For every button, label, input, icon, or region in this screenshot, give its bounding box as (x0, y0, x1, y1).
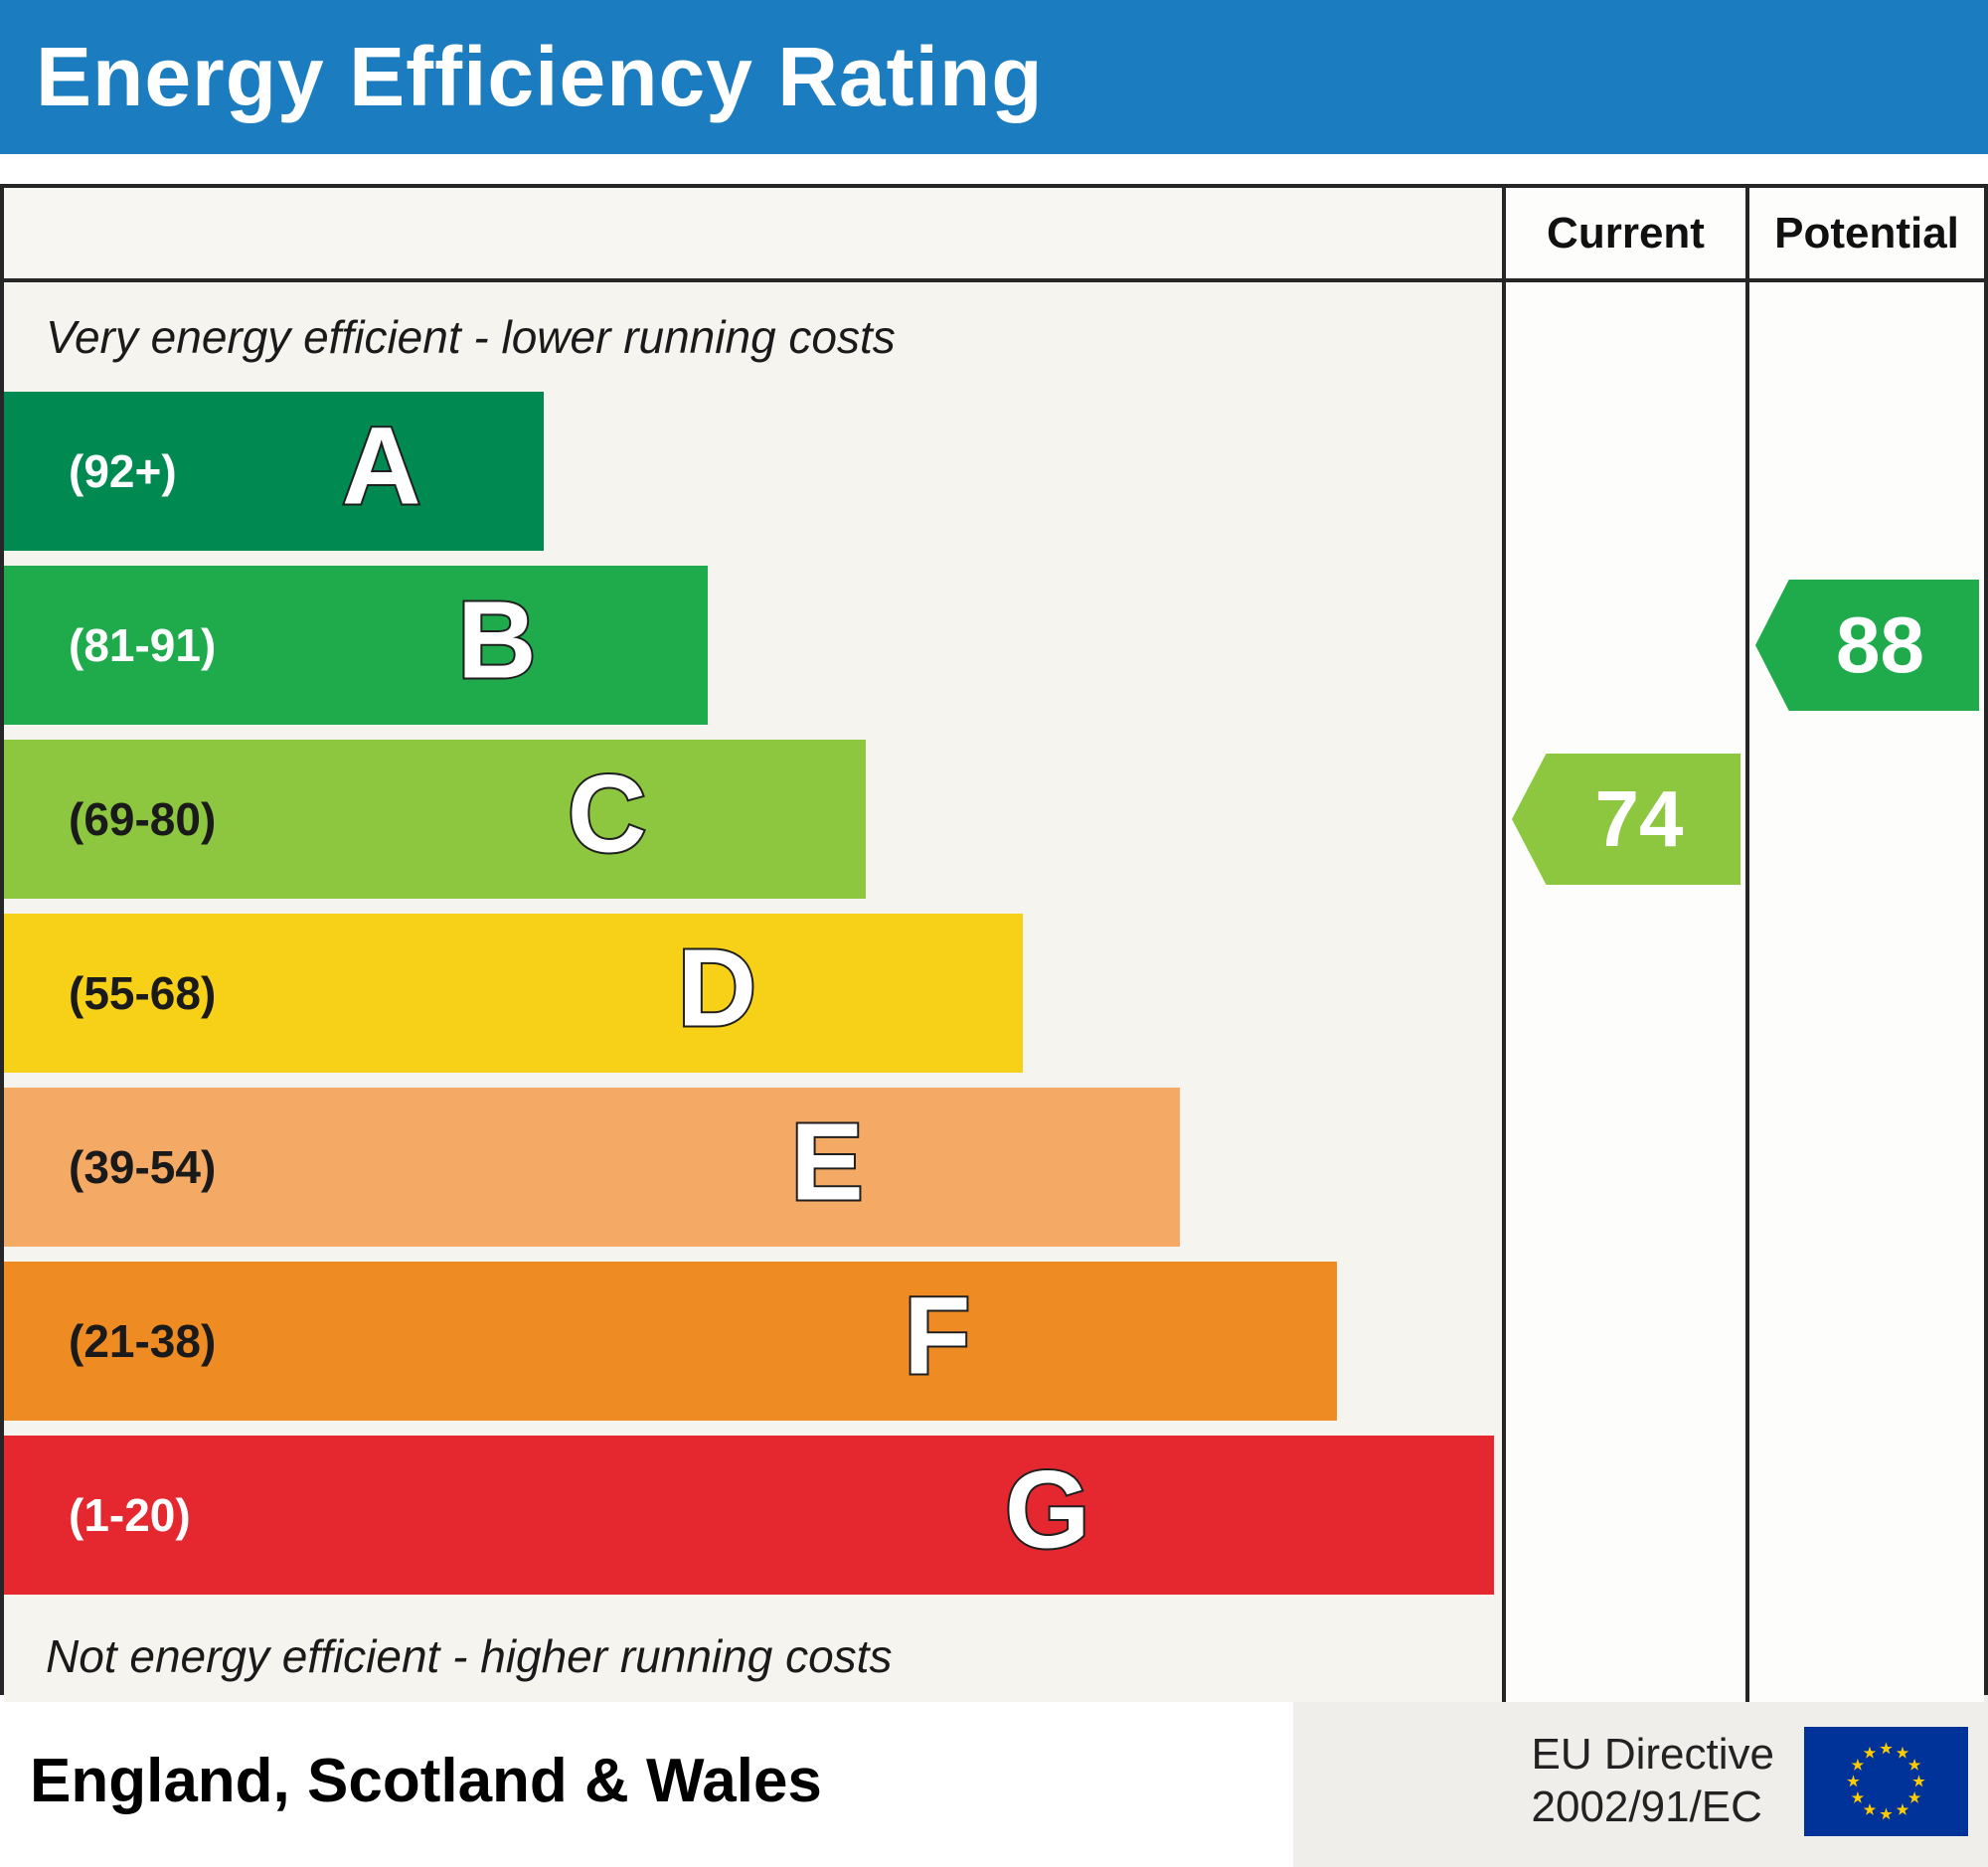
band-letter: G (1003, 1448, 1092, 1572)
band-letter: D (676, 927, 758, 1050)
band-letter: B (455, 579, 538, 702)
page-title: Energy Efficiency Rating (36, 30, 1044, 123)
title-bar: Energy Efficiency Rating (0, 0, 1988, 154)
table-body: Very energy efficient - lower running co… (4, 282, 1984, 1702)
eu-directive-line1: EU Directive (1531, 1729, 1775, 1779)
band-range-label: (1-20) (69, 1489, 191, 1541)
band-range-label: (39-54) (69, 1141, 217, 1193)
band-row-f: (21-38) F (4, 1262, 1338, 1421)
bottom-note: Not energy efficient - higher running co… (46, 1629, 893, 1682)
band-row-a: (92+) A (4, 392, 544, 551)
potential-rating-arrow: 88 (1755, 580, 1979, 711)
band-range-label: (69-80) (69, 793, 217, 845)
footer: England, Scotland & Wales EU Directive 2… (0, 1695, 1988, 1867)
band-letter: E (788, 1101, 865, 1224)
eu-flag-icon (1804, 1726, 1968, 1836)
band-range-label: (81-91) (69, 619, 217, 671)
current-column-header: Current (1502, 188, 1745, 278)
potential-column: 88 (1745, 282, 1984, 1702)
band-range-label: (92+) (69, 445, 177, 497)
band-letter: A (340, 405, 422, 528)
eu-directive-line2: 2002/91/EC (1531, 1782, 1762, 1831)
band-row-b: (81-91) B (4, 566, 709, 725)
potential-column-header: Potential (1745, 188, 1984, 278)
band-letter: F (902, 1274, 972, 1398)
band-letter: C (566, 753, 648, 876)
current-rating-arrow: 74 (1512, 754, 1740, 885)
bands-area: Very energy efficient - lower running co… (4, 282, 1502, 1702)
band-row-d: (55-68) D (4, 914, 1023, 1073)
current-rating-value: 74 (1594, 774, 1684, 863)
top-note: Very energy efficient - lower running co… (46, 311, 896, 363)
band-row-c: (69-80) C (4, 740, 866, 899)
current-column: 74 (1502, 282, 1745, 1702)
potential-rating-value: 88 (1836, 600, 1924, 689)
band-row-e: (39-54) E (4, 1088, 1180, 1247)
table-header-row: Current Potential (4, 188, 1984, 282)
band-row-g: (1-20) G (4, 1436, 1495, 1595)
header-spacer (4, 188, 1502, 278)
region-label: England, Scotland & Wales (30, 1747, 822, 1815)
band-range-label: (21-38) (69, 1315, 217, 1367)
band-range-label: (55-68) (69, 967, 217, 1019)
eu-directive-label: EU Directive 2002/91/EC (1532, 1729, 1775, 1834)
rating-table: Current Potential Very energy efficient … (0, 184, 1988, 1702)
footer-right: EU Directive 2002/91/EC (1292, 1695, 1988, 1867)
